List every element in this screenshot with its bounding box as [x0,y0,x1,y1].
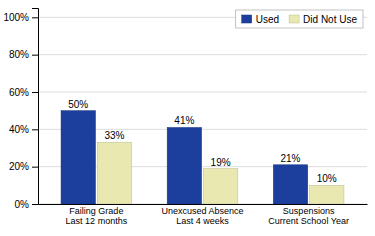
y-tick-label: 20% [9,161,29,172]
data-label: 50% [68,99,88,110]
y-tick-label: 60% [9,87,29,98]
x-tick: SuspensionsCurrent School Year [268,204,349,226]
legend-frame [236,10,363,28]
y-tick-mark [32,17,38,18]
y-tick: 0% [15,199,38,210]
y-tick-label: 40% [9,124,29,135]
y-tick: 20% [9,161,38,172]
x-tick-label-line: Last 12 months [66,216,128,226]
legend-label: Did Not Use [303,14,357,25]
y-axis-line [32,9,39,205]
bar [97,142,131,204]
x-tick-label-line: Unexcused Absence [161,206,243,216]
bar [273,165,307,204]
x-tick-label: Unexcused AbsenceLast 4 weeks [161,206,243,226]
legend-swatch [289,15,299,23]
x-tick-label-line: Last 4 weeks [176,216,229,226]
bar [310,185,344,204]
y-tick-mark [32,55,38,56]
x-axis-line [39,204,368,205]
y-axis: 0% 20% 40% 60% 80% 100% [3,9,38,210]
x-tick: Failing GradeLast 12 months [66,204,128,226]
x-tick: Unexcused AbsenceLast 4 weeks [161,204,243,226]
grid [38,17,367,204]
y-tick-mark [32,129,38,130]
plot: 0% 20% 40% 60% 80% 100% Failing GradeLast 12 m… [3,9,367,227]
bar [167,127,201,204]
y-tick: 40% [9,124,38,135]
y-tick: 100% [3,12,38,23]
x-tick-label: Failing GradeLast 12 months [66,206,128,226]
bar [203,169,237,204]
data-label: 21% [281,153,301,164]
y-tick: 60% [9,87,38,98]
y-tick-label: 0% [15,199,30,210]
x-tick-label-line: Current School Year [268,216,349,226]
y-tick-mark [32,167,38,168]
y-tick-label: 80% [9,49,29,60]
x-tick-label-line: Suspensions [283,206,335,216]
data-label: 10% [317,173,337,184]
data-labels: 50% 41% 21% 33% 19% 10% [68,99,337,185]
y-tick-mark [32,204,38,205]
bar [61,111,95,204]
grid-line [38,54,367,55]
data-label: 33% [104,130,124,141]
grid-line [38,92,367,93]
y-tick-label: 100% [3,12,29,23]
y-tick-mark [32,92,38,93]
legend: Used Did Not Use [236,10,363,28]
x-tick-label: SuspensionsCurrent School Year [268,206,349,226]
legend-label: Used [256,14,279,25]
data-label: 41% [174,115,194,126]
x-tick-label-line: Failing Grade [69,206,123,216]
chart: 0% 20% 40% 60% 80% 100% Failing GradeLast 12 m… [0,0,375,236]
series [97,142,344,204]
y-tick: 80% [9,49,38,60]
bars [61,111,344,204]
series [61,111,308,204]
data-label: 19% [211,157,231,168]
legend-swatch [242,15,252,23]
x-axis: Failing GradeLast 12 months Unexcused Abs… [39,204,368,226]
